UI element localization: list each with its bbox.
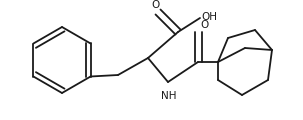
Text: O: O bbox=[152, 0, 160, 10]
Text: OH: OH bbox=[201, 12, 217, 22]
Text: NH: NH bbox=[161, 91, 177, 101]
Text: O: O bbox=[200, 20, 208, 30]
